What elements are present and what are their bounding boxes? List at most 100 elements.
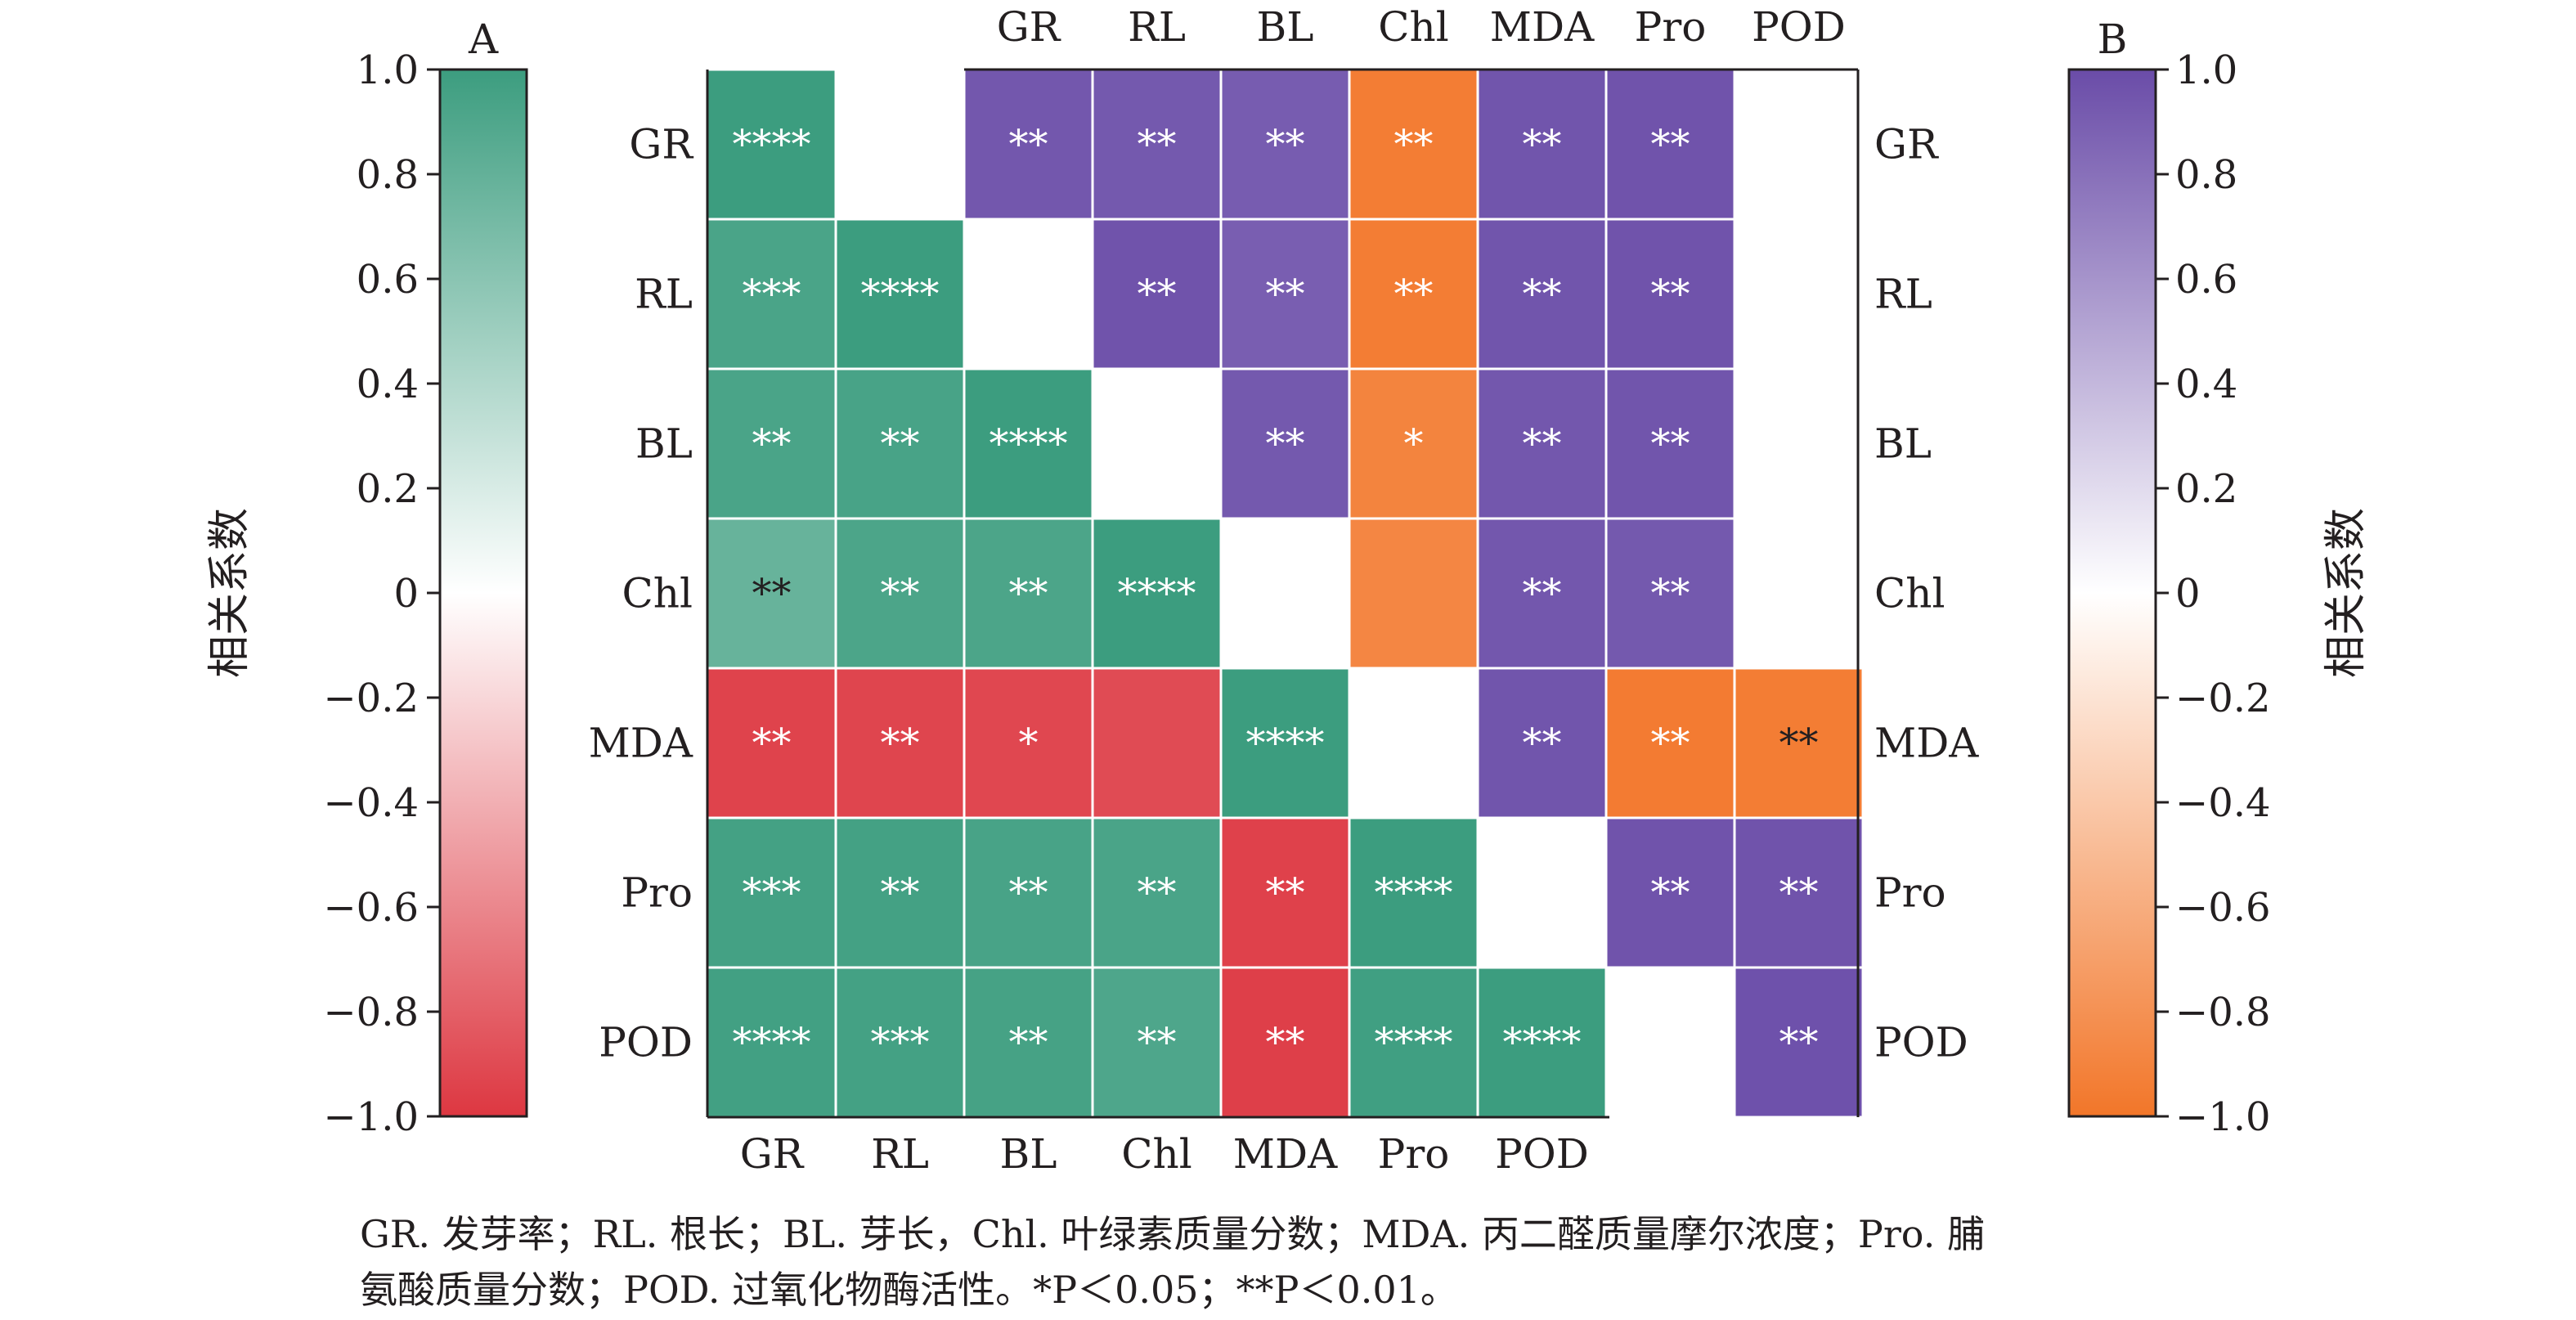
heatmap-cell-upper-mda-pod (1733, 667, 1865, 819)
row-label-right-pro: Pro (1874, 869, 1946, 917)
significance-label: *** (743, 870, 801, 916)
significance-label: ** (1266, 122, 1305, 168)
row-label-right-chl: Chl (1874, 570, 1945, 617)
row-label-left-pod: POD (599, 1019, 693, 1066)
significance-label: * (1019, 721, 1039, 766)
column-label-top-gr: GR (997, 3, 1061, 51)
colorbar-right-tick-label: −0.8 (2175, 990, 2271, 1035)
significance-label: **** (1118, 571, 1196, 617)
heatmap-cell-lower-mda-chl (1091, 667, 1223, 819)
column-label-bottom-bl: BL (1000, 1130, 1057, 1178)
heatmap-cell-upper-pro-pro (1604, 816, 1736, 969)
heatmap-cell-upper-gr-bl (1091, 68, 1223, 221)
significance-label: ** (1394, 122, 1434, 168)
column-label-top-pro: Pro (1635, 3, 1707, 51)
significance-label: ** (1266, 272, 1305, 317)
significance-label: *** (743, 272, 801, 317)
significance-label: ** (752, 721, 792, 766)
significance-label: ** (1651, 571, 1690, 617)
colorbar-left-tick-label: 0 (393, 571, 419, 617)
significance-label: ** (1523, 721, 1562, 766)
column-label-top-chl: Chl (1378, 3, 1448, 51)
row-label-right-rl: RL (1874, 271, 1932, 318)
heatmap-cell-lower-pod-mda (1219, 966, 1351, 1119)
significance-label: **** (1246, 721, 1325, 766)
heatmap-cell-upper-gr-rl (963, 68, 1094, 221)
significance-label: ** (881, 721, 920, 766)
heatmap-cell-upper-pod-pod (1733, 966, 1865, 1119)
column-label-bottom-pro: Pro (1378, 1130, 1450, 1178)
column-label-top-rl: RL (1128, 3, 1186, 51)
row-label-right-gr: GR (1874, 121, 1939, 168)
row-label-right-pod: POD (1874, 1019, 1968, 1066)
heatmap-cell-lower-mda-rl (834, 667, 966, 819)
column-label-bottom-mda: MDA (1233, 1130, 1338, 1178)
heatmap-cell-lower-bl-bl (963, 367, 1094, 520)
significance-label: ** (1138, 1020, 1177, 1066)
row-label-left-chl: Chl (622, 570, 693, 617)
heatmap-cell-lower-mda-mda (1219, 667, 1351, 819)
colorbar-left-tick-label: 0.2 (357, 466, 419, 512)
significance-label: ** (1138, 870, 1177, 916)
heatmap-cell-lower-pod-bl (963, 966, 1094, 1119)
colorbar-right-tick-label: 0.2 (2175, 466, 2237, 512)
heatmap-cell-upper-rl-pro (1476, 218, 1608, 370)
colorbar-left-tick-label: −0.2 (323, 676, 419, 721)
colorbar-left-tick-label: 0.8 (357, 152, 419, 198)
significance-label: ** (1651, 721, 1690, 766)
colorbar-left-tick-label: −0.6 (323, 885, 419, 931)
significance-label: ** (1779, 870, 1819, 916)
heatmap-cell-upper-bl-chl (1219, 367, 1351, 520)
colorbar-right-tick-label: 1.0 (2175, 47, 2237, 93)
significance-label: ** (1779, 1020, 1819, 1066)
significance-label: **** (733, 122, 811, 168)
colorbar-right-label: B (2098, 16, 2128, 63)
significance-label: * (1404, 421, 1424, 467)
heatmap-cell-lower-rl-gr (706, 218, 837, 370)
colorbar-right-tick-label: 0.8 (2175, 152, 2237, 198)
significance-label: ** (752, 421, 792, 467)
heatmap-cell-upper-chl-pro (1476, 517, 1608, 670)
row-label-right-mda: MDA (1874, 720, 1979, 767)
heatmap-cell-lower-pro-rl (834, 816, 966, 969)
heatmap-cell-lower-pro-chl (1091, 816, 1223, 969)
colorbar-right-tick-label: −0.6 (2175, 885, 2271, 931)
caption-line-2: 氨酸质量分数；POD. 过氧化物酶活性。*P＜0.05；**P＜0.01。 (360, 1268, 1458, 1312)
colorbar-right-tick-label: 0.6 (2175, 257, 2237, 303)
row-label-left-rl: RL (635, 271, 693, 318)
significance-label: ** (1523, 122, 1562, 168)
significance-label: **** (861, 272, 940, 317)
colorbar-right-tick-label: 0.4 (2175, 361, 2237, 407)
colorbar-right-tick-label: −1.0 (2175, 1094, 2271, 1140)
colorbar-right-tick-label: −0.4 (2175, 780, 2271, 826)
heatmap-cell-lower-pro-pro (1348, 816, 1479, 969)
significance-label: **** (990, 421, 1068, 467)
heatmap-cell-upper-chl-mda (1348, 517, 1479, 670)
colorbar-left-tick-label: 1.0 (357, 47, 419, 93)
significance-label: ** (1266, 1020, 1305, 1066)
significance-label: ** (1138, 122, 1177, 168)
significance-label: ** (1651, 421, 1690, 467)
colorbar-left-tick-label: 0.6 (357, 257, 419, 303)
significance-label: ** (1009, 122, 1048, 168)
heatmap-axes: GR GR RL RL BL BL Chl Chl MDA MDA Pro Pro POD POD GR GR… (589, 3, 1980, 1178)
column-label-bottom-pod: POD (1495, 1130, 1589, 1178)
heatmap-cell-upper-chl-pod (1604, 517, 1736, 670)
significance-label: ** (881, 870, 920, 916)
significance-label: ** (1651, 272, 1690, 317)
significance-label: ** (1266, 870, 1305, 916)
heatmap-cell-lower-chl-rl (834, 517, 966, 670)
significance-label: ** (881, 571, 920, 617)
significance-label: ** (1009, 870, 1048, 916)
heatmap-cell-lower-pro-bl (963, 816, 1094, 969)
column-label-bottom-chl: Chl (1121, 1130, 1192, 1178)
column-label-bottom-gr: GR (740, 1130, 805, 1178)
colorbar-right-tick-label: −0.2 (2175, 676, 2271, 721)
row-label-right-bl: BL (1874, 420, 1932, 468)
row-label-left-bl: BL (635, 420, 693, 468)
heatmap-cell-upper-bl-mda (1348, 367, 1479, 520)
significance-label: ** (1523, 421, 1562, 467)
column-label-top-pod: POD (1752, 3, 1846, 51)
significance-label: ** (1651, 870, 1690, 916)
colorbar-left-label: A (468, 16, 499, 63)
